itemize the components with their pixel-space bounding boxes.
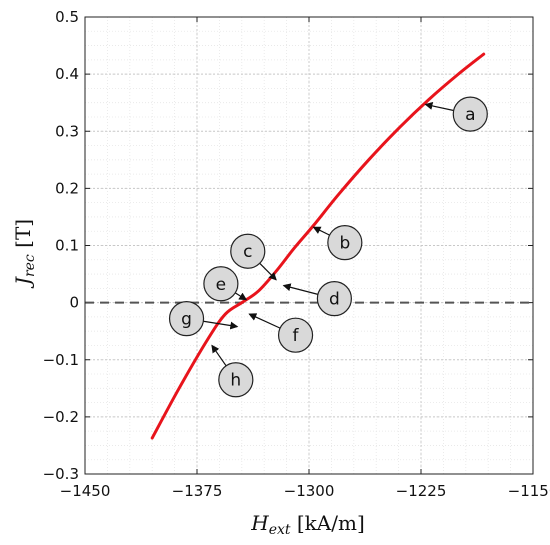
callout-label-b: b <box>339 234 350 254</box>
callout-arrow-e <box>234 292 248 301</box>
callout-arrow-f <box>248 313 281 329</box>
series-group <box>150 52 486 440</box>
x-axis-label: Hext [kA/m] <box>250 511 365 538</box>
x-axis-label-unit: [kA/m] <box>291 511 365 535</box>
callout-circle-e <box>203 266 239 302</box>
callout-label-e: e <box>216 275 226 295</box>
callout-arrow-b <box>312 226 330 236</box>
callout-label-h: h <box>230 371 241 391</box>
y-tick-label: 0.1 <box>55 237 79 255</box>
y-axis-label-sub: rec <box>22 254 38 277</box>
callout-arrow-g <box>203 320 239 330</box>
callout-circle-b <box>327 225 363 261</box>
callout-circle-d <box>316 281 352 317</box>
y-tick-label: 0.2 <box>55 179 79 197</box>
x-tick-label: −1300 <box>284 482 335 500</box>
callout-arrow-d <box>282 283 319 295</box>
y-tick-label: −0.1 <box>43 351 79 369</box>
plot-frame <box>84 16 534 475</box>
callout-label-f: f <box>293 326 300 346</box>
x-tick-label: −1225 <box>396 482 447 500</box>
y-tick-label: −0.3 <box>43 465 79 483</box>
x-axis-label-sub: ext <box>269 522 291 538</box>
callout-arrow-h <box>211 344 227 367</box>
y-tick-label: 0 <box>69 294 79 312</box>
x-axis-label-main: H <box>250 511 269 535</box>
y-axis-label: Jrec [T] <box>11 219 38 289</box>
series-line <box>150 52 486 440</box>
y-tick-label: 0.3 <box>55 122 79 140</box>
callout-arrow-a <box>424 101 454 112</box>
callout-circle-g <box>168 301 205 337</box>
y-axis-label-main: J <box>11 276 35 289</box>
x-tick-label: −1450 <box>60 482 111 500</box>
callout-label-d: d <box>329 290 340 310</box>
callout-label-g: g <box>181 310 192 330</box>
callout-circle-c <box>230 233 266 269</box>
callout-arrow-c <box>259 262 277 281</box>
y-axis-label-unit: [T] <box>11 219 35 254</box>
x-tick-label: −1150 <box>508 482 550 500</box>
y-tick-label: 0.4 <box>55 65 79 83</box>
callout-label-a: a <box>465 105 475 125</box>
callout-label-c: c <box>243 242 252 262</box>
y-tick-label: 0.5 <box>55 8 79 26</box>
y-tick-label: −0.2 <box>43 408 79 426</box>
callout-circle-a <box>452 96 488 132</box>
callout-circle-h <box>218 362 254 398</box>
callout-circle-f <box>277 317 314 353</box>
annotations: a b c d e f g h <box>168 96 488 398</box>
x-tick-label: −1375 <box>172 482 223 500</box>
